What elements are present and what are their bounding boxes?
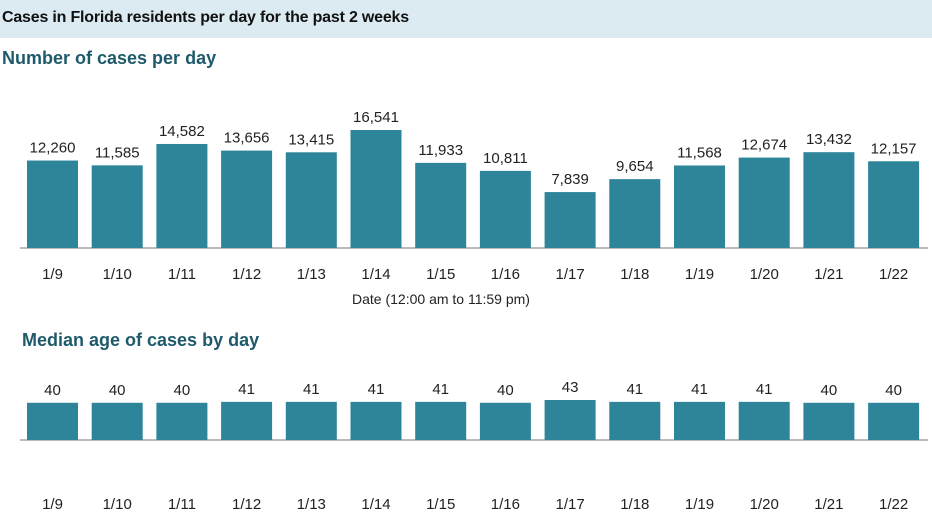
cases-data-label: 12,157 (871, 140, 917, 157)
median-age-tick-label: 1/15 (426, 496, 455, 513)
cases-data-label: 11,568 (677, 144, 722, 161)
median-age-bar (91, 402, 143, 440)
median-age-bar (609, 401, 661, 440)
median-age-tick-label: 1/11 (168, 496, 196, 513)
cases-data-label: 9,654 (616, 158, 654, 175)
cases-tick-label: 1/9 (42, 266, 63, 283)
cases-data-label: 13,656 (224, 130, 270, 147)
cases-bar (609, 179, 661, 248)
median-age-data-label: 40 (497, 382, 514, 399)
median-age-tick-label: 1/14 (361, 496, 390, 513)
median-age-data-label: 41 (368, 381, 385, 398)
cases-bar (544, 192, 596, 248)
median-age-bar (415, 401, 467, 440)
median-age-data-label: 41 (303, 381, 320, 398)
median-age-bar (479, 402, 531, 440)
median-age-data-label: 40 (44, 382, 61, 399)
cases-bar (479, 170, 531, 248)
cases-data-label: 11,585 (95, 144, 140, 161)
cases-data-label: 12,260 (30, 140, 76, 157)
median-age-tick-label: 1/12 (232, 496, 261, 513)
median-age-bar (27, 402, 78, 440)
cases-bar (285, 152, 337, 248)
cases-x-axis-title: Date (12:00 am to 11:59 pm) (352, 291, 530, 307)
median-age-tick-label: 1/20 (750, 496, 779, 513)
cases-tick-label: 1/18 (620, 266, 649, 283)
cases-data-label: 7,839 (551, 171, 589, 188)
median-age-data-label: 40 (821, 382, 838, 399)
cases-bar (738, 157, 790, 248)
cases-bar (27, 160, 78, 248)
cases-tick-label: 1/12 (232, 266, 261, 283)
median-age-data-label: 40 (174, 382, 191, 399)
cases-data-label: 16,541 (353, 109, 399, 126)
median-age-data-label: 41 (756, 381, 773, 398)
cases-data-label: 12,674 (741, 137, 787, 154)
cases-bar (91, 165, 143, 248)
median-age-bar (350, 401, 402, 440)
cases-tick-label: 1/13 (297, 266, 326, 283)
cases-data-label: 13,415 (288, 131, 334, 148)
banner-title: Cases in Florida residents per day for t… (2, 9, 409, 26)
median-age-data-label: 41 (238, 381, 255, 398)
cases-data-label: 10,811 (483, 150, 528, 167)
median-age-bar (868, 402, 920, 440)
cases-chart-title: Number of cases per day (2, 48, 217, 68)
median-age-data-label: 40 (109, 382, 126, 399)
cases-tick-label: 1/22 (879, 266, 908, 283)
cases-tick-label: 1/16 (491, 266, 520, 283)
median-age-tick-label: 1/10 (103, 496, 132, 513)
median-age-bar (674, 401, 725, 440)
median-age-bar (221, 401, 273, 440)
cases-tick-label: 1/20 (750, 266, 779, 283)
cases-bar (674, 165, 725, 248)
median-age-tick-label: 1/16 (491, 496, 520, 513)
cases-bar (415, 162, 467, 248)
median-age-tick-label: 1/9 (42, 496, 63, 513)
median-age-bar (738, 401, 790, 440)
median-age-data-label: 41 (691, 381, 708, 398)
cases-bar (350, 130, 402, 248)
median-age-bar (803, 402, 855, 440)
cases-bar (221, 150, 273, 248)
cases-tick-label: 1/11 (168, 266, 196, 283)
cases-tick-label: 1/17 (555, 266, 584, 283)
median-age-tick-label: 1/18 (620, 496, 649, 513)
median-age-data-label: 41 (432, 381, 449, 398)
median-age-data-label: 43 (562, 379, 579, 396)
median-age-tick-label: 1/19 (685, 496, 714, 513)
cases-data-label: 13,432 (806, 131, 852, 148)
cases-tick-label: 1/10 (103, 266, 132, 283)
median-age-tick-label: 1/13 (297, 496, 326, 513)
header-banner: Cases in Florida residents per day for t… (0, 0, 932, 38)
cases-data-label: 11,933 (418, 142, 463, 159)
cases-tick-label: 1/15 (426, 266, 455, 283)
cases-data-label: 14,582 (159, 123, 205, 140)
median-age-bar (156, 402, 208, 440)
cases-tick-label: 1/14 (361, 266, 390, 283)
cases-bar (868, 161, 920, 248)
median-age-tick-label: 1/21 (814, 496, 843, 513)
median-age-tick-label: 1/22 (879, 496, 908, 513)
median-age-data-label: 40 (885, 382, 902, 399)
cases-tick-label: 1/19 (685, 266, 714, 283)
cases-bar (156, 143, 208, 248)
median-age-tick-label: 1/17 (555, 496, 584, 513)
cases-tick-label: 1/21 (814, 266, 843, 283)
cases-bar (803, 152, 855, 248)
median-age-data-label: 41 (626, 381, 643, 398)
median-age-chart-title: Median age of cases by day (22, 330, 260, 350)
median-age-bar (285, 401, 337, 440)
median-age-bar (544, 400, 596, 440)
